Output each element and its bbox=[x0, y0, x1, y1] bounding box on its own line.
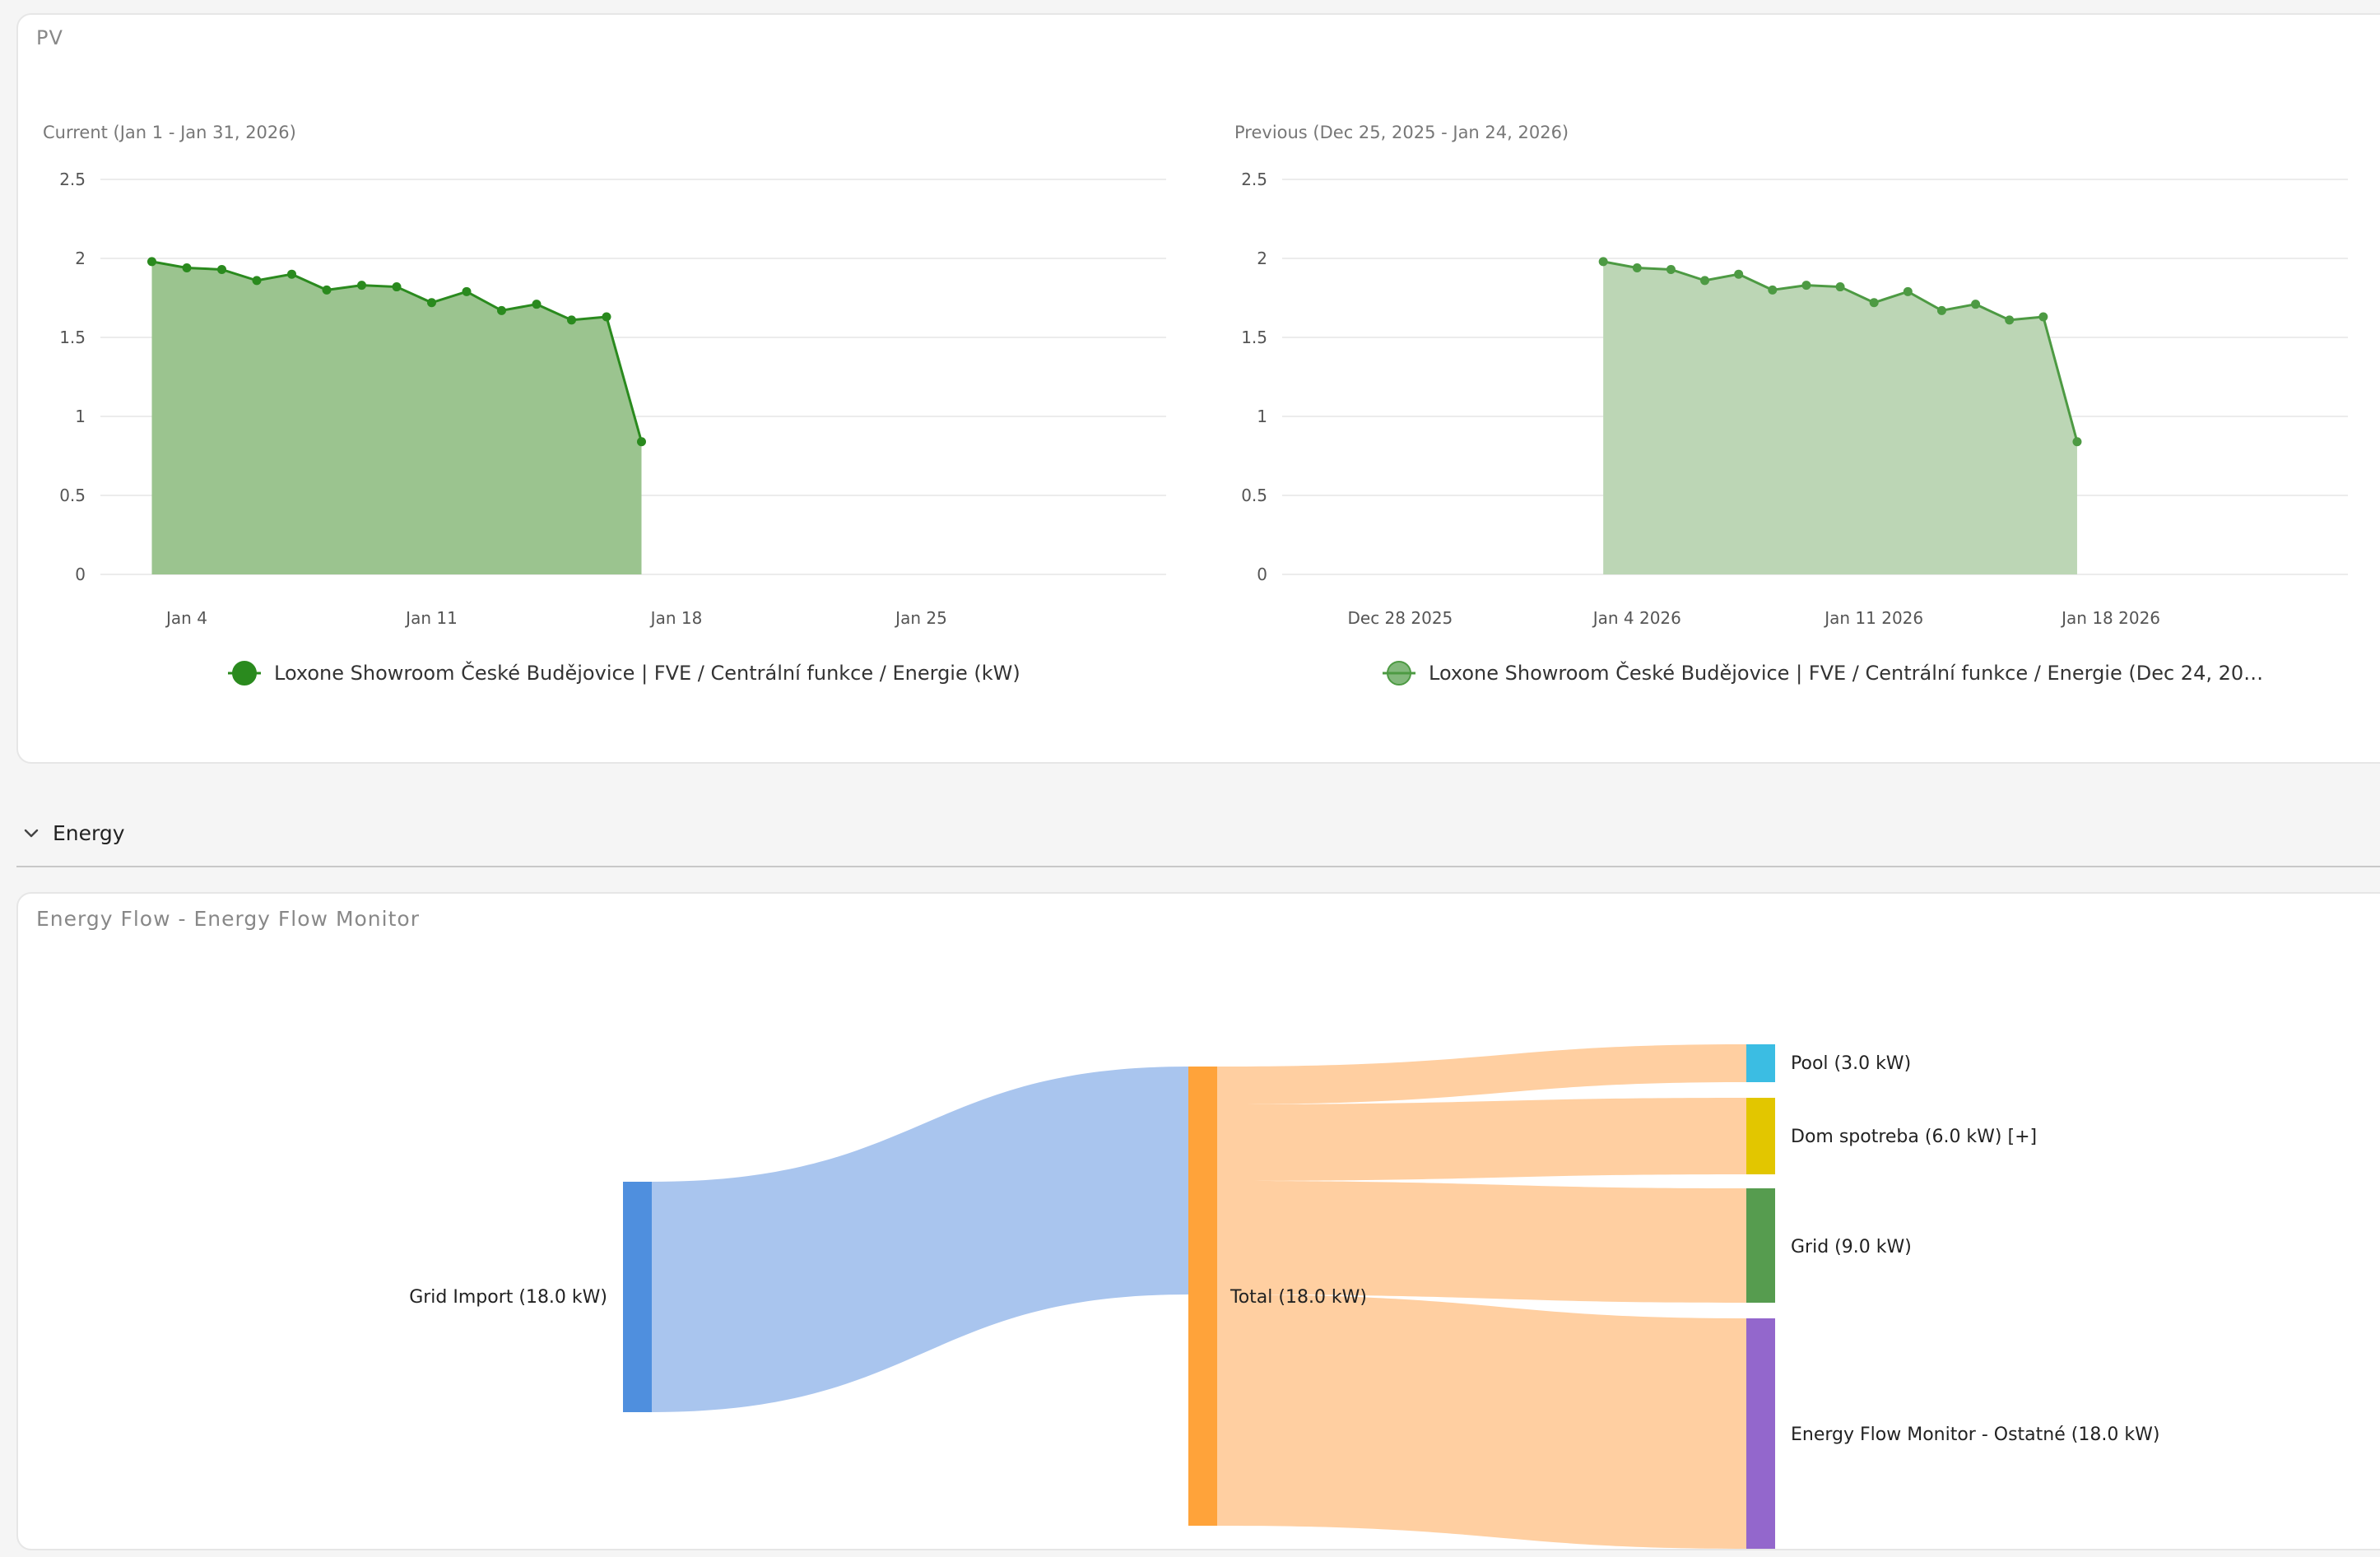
legend-label: Loxone Showroom České Budějovice | FVE /… bbox=[1429, 660, 2263, 685]
series-point bbox=[1768, 285, 1778, 295]
series-point bbox=[1903, 286, 1913, 296]
series-point bbox=[637, 437, 646, 447]
node-label-pool: Pool (3.0 kW) bbox=[1791, 1053, 1911, 1074]
node-label-grid-import: Grid Import (18.0 kW) bbox=[409, 1287, 607, 1308]
pv-card-title: PV bbox=[36, 26, 63, 49]
series-point bbox=[1700, 276, 1710, 286]
series-point bbox=[182, 263, 192, 273]
y-tick-label: 2 bbox=[1257, 249, 1267, 268]
series-point bbox=[1835, 282, 1845, 292]
series-point bbox=[1598, 257, 1608, 267]
series-point bbox=[532, 300, 542, 309]
series-point bbox=[147, 257, 156, 267]
node-label-ostatne: Energy Flow Monitor - Ostatné (18.0 kW) bbox=[1791, 1425, 2159, 1445]
link-total-grid[interactable] bbox=[1217, 1181, 1746, 1303]
chart-subtitle: Previous (Dec 25, 2025 - Jan 24, 2026) bbox=[1234, 123, 1569, 142]
series-point bbox=[1936, 305, 1946, 315]
node-ostatne[interactable] bbox=[1746, 1318, 1775, 1549]
series-point bbox=[1869, 298, 1879, 308]
series-point bbox=[357, 281, 366, 290]
series-area bbox=[151, 261, 642, 574]
y-tick-label: 0 bbox=[75, 565, 86, 584]
energy-flow-card: Energy Flow - Energy Flow Monitor Grid I… bbox=[16, 892, 2380, 1550]
series-point bbox=[392, 282, 402, 292]
series-point bbox=[1632, 263, 1642, 273]
y-tick-label: 1 bbox=[1257, 407, 1267, 426]
energy-section-header[interactable]: Energy bbox=[16, 815, 2380, 867]
y-tick-label: 1.5 bbox=[59, 328, 86, 347]
legend-label: Loxone Showroom České Budějovice | FVE /… bbox=[274, 660, 1020, 685]
y-tick-label: 0.5 bbox=[1241, 486, 1267, 505]
x-tick-label: Jan 11 2026 bbox=[1823, 608, 1923, 628]
node-label-dom-spotreba: Dom spotreba (6.0 kW) [+] bbox=[1791, 1127, 2037, 1147]
y-tick-label: 2.5 bbox=[59, 170, 86, 189]
y-tick-label: 1 bbox=[75, 407, 86, 426]
series-point bbox=[1801, 281, 1811, 290]
legend-marker bbox=[232, 661, 257, 686]
x-tick-label: Jan 4 2026 bbox=[1592, 608, 1681, 628]
energy-flow-title: Energy Flow - Energy Flow Monitor bbox=[36, 907, 420, 931]
series-point bbox=[1666, 264, 1676, 274]
link-total-pool[interactable] bbox=[1217, 1044, 1746, 1104]
x-tick-label: Jan 18 bbox=[649, 608, 703, 628]
y-tick-label: 2 bbox=[75, 249, 86, 268]
pv-card: PV Current (Jan 1 - Jan 31, 2026) 0 0.5 1 1.… bbox=[16, 13, 2380, 764]
pv-current-chart[interactable]: Current (Jan 1 - Jan 31, 2026) 0 0.5 1 1.5 2 2… bbox=[18, 15, 1203, 755]
y-tick-label: 1.5 bbox=[1241, 328, 1267, 347]
series-point bbox=[1734, 269, 1744, 279]
series-point bbox=[1971, 300, 1981, 309]
series-point bbox=[2038, 312, 2048, 322]
series-area bbox=[1603, 261, 2077, 574]
x-tick-label: Dec 28 2025 bbox=[1348, 608, 1453, 628]
link-total-ostatne[interactable] bbox=[1217, 1294, 1746, 1549]
y-tick-label: 0 bbox=[1257, 565, 1267, 584]
energy-flow-sankey[interactable]: Grid Import (18.0 kW) Total (18.0 kW) Po… bbox=[18, 894, 2380, 1552]
node-grid-import[interactable] bbox=[623, 1182, 652, 1412]
series-point bbox=[252, 276, 262, 286]
series-point bbox=[287, 269, 296, 279]
series-point bbox=[497, 305, 506, 315]
node-label-grid: Grid (9.0 kW) bbox=[1791, 1237, 1912, 1257]
node-pool[interactable] bbox=[1746, 1044, 1775, 1082]
series-point bbox=[602, 312, 611, 322]
chevron-down-icon bbox=[24, 829, 39, 838]
series-point bbox=[2005, 315, 2015, 325]
series-point bbox=[2072, 437, 2082, 447]
x-tick-label: Jan 11 bbox=[404, 608, 458, 628]
x-tick-label: Jan 4 bbox=[165, 608, 207, 628]
chart-subtitle: Current (Jan 1 - Jan 31, 2026) bbox=[43, 123, 296, 142]
y-tick-label: 0.5 bbox=[59, 486, 86, 505]
link-grid-import-total[interactable] bbox=[652, 1067, 1188, 1412]
node-label-total: Total (18.0 kW) bbox=[1230, 1287, 1367, 1308]
link-total-dom-spotreba[interactable] bbox=[1217, 1098, 1746, 1181]
x-tick-label: Jan 18 2026 bbox=[2060, 608, 2160, 628]
node-grid[interactable] bbox=[1746, 1188, 1775, 1303]
series-point bbox=[462, 286, 472, 296]
energy-section-label: Energy bbox=[53, 821, 125, 845]
node-dom-spotreba[interactable] bbox=[1746, 1098, 1775, 1174]
node-total[interactable] bbox=[1188, 1067, 1217, 1526]
series-point bbox=[567, 315, 576, 325]
series-point bbox=[322, 285, 332, 295]
y-tick-label: 2.5 bbox=[1241, 170, 1267, 189]
series-point bbox=[217, 264, 226, 274]
legend-marker bbox=[1387, 661, 1411, 686]
series-point bbox=[427, 298, 436, 308]
pv-previous-chart[interactable]: Previous (Dec 25, 2025 - Jan 24, 2026) 0 0… bbox=[1193, 15, 2378, 755]
x-tick-label: Jan 25 bbox=[894, 608, 947, 628]
